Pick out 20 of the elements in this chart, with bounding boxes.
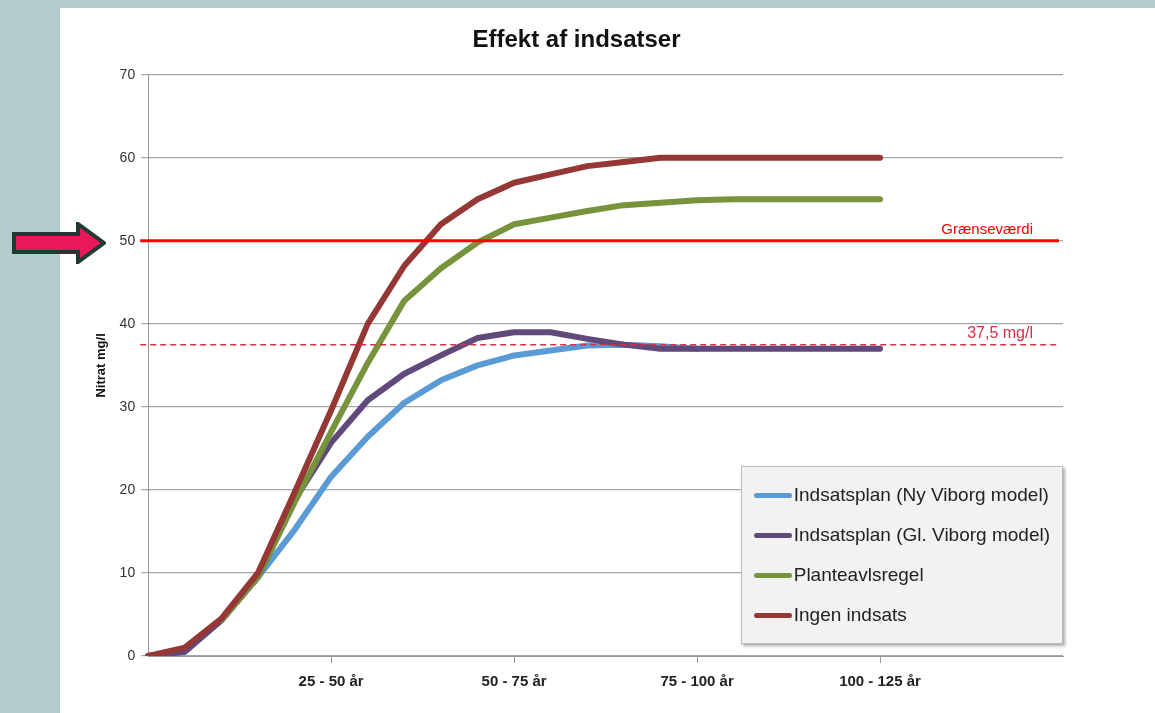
ref-line-label: 37,5 mg/l: [967, 324, 1033, 342]
y-tick-label: 70: [119, 65, 136, 82]
y-tick-label: 50: [119, 231, 136, 248]
x-tick-label: 100 - 125 år: [839, 672, 922, 690]
ref-line-label: Grænseværdi: [941, 220, 1033, 238]
y-tick-label: 20: [119, 480, 136, 497]
y-tick-label: 40: [119, 314, 136, 331]
chart-title: Effekt af indsatser: [472, 25, 681, 53]
y-axis-title: Nitrat mg/l: [93, 333, 109, 398]
y-tick-label: 10: [119, 563, 136, 580]
y-tick-label: 30: [119, 397, 136, 414]
legend-label: Indsatsplan (Ny Viborg model): [793, 484, 1049, 506]
y-tick-label: 0: [127, 646, 136, 663]
y-tick-label: 60: [119, 148, 136, 165]
legend-label: Ingen indsats: [793, 604, 907, 626]
x-tick-label: 25 - 50 år: [298, 672, 364, 690]
x-tick-label: 50 - 75 år: [481, 672, 547, 690]
legend-label: Planteavlsregel: [793, 564, 924, 586]
legend-label: Indsatsplan (Gl. Viborg model): [793, 524, 1050, 546]
x-tick-label: 75 - 100 år: [660, 672, 734, 690]
